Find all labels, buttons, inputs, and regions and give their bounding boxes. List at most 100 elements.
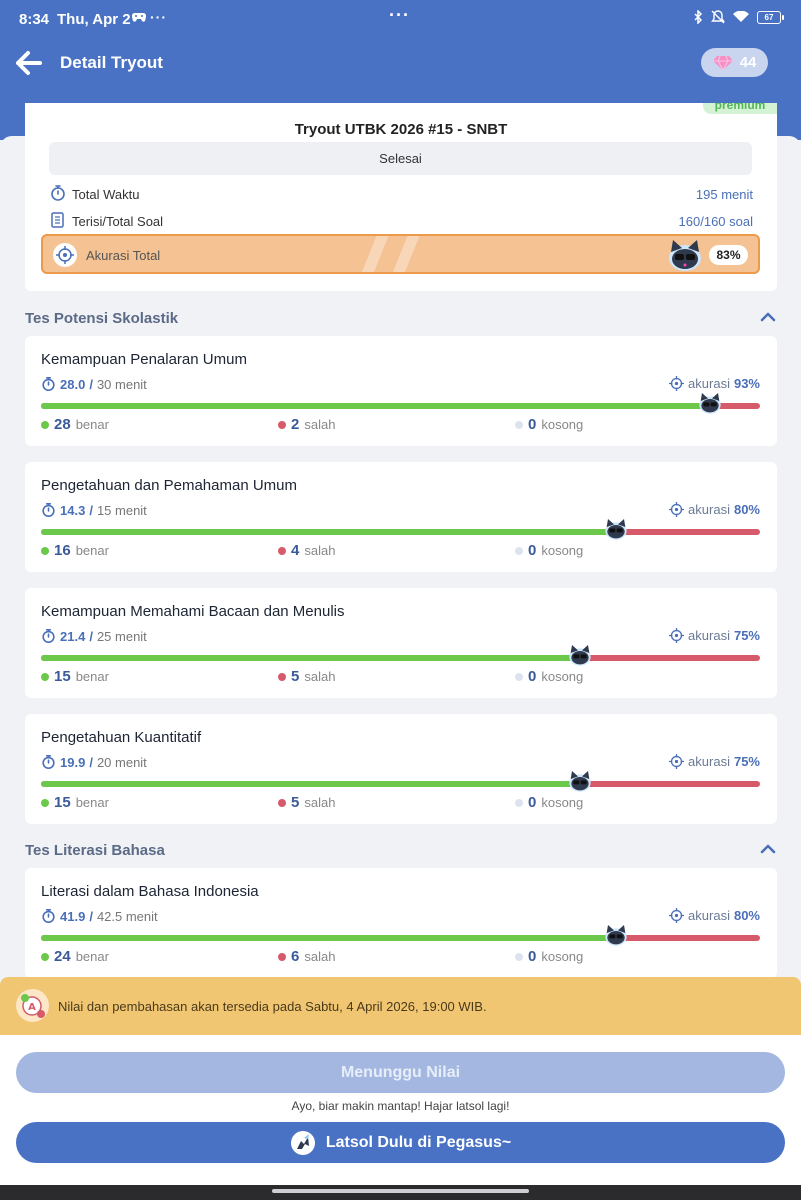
multitask-dots-icon[interactable]: ··· bbox=[389, 5, 410, 25]
question-count-row: Terisi/Total Soal 160/160 soal bbox=[50, 211, 753, 231]
wrong-label: salah bbox=[304, 417, 336, 432]
pegasus-icon bbox=[290, 1130, 315, 1155]
subject-time: 28.0/30 menit bbox=[41, 376, 147, 392]
time-used: 41.9 bbox=[60, 908, 86, 924]
time-max: 20 menit bbox=[96, 754, 147, 770]
tryout-summary-card: premium Tryout UTBK 2026 #15 - SNBT Sele… bbox=[25, 103, 777, 291]
subject-card[interactable]: Kemampuan Memahami Bacaan dan Menulis 21.… bbox=[25, 588, 777, 698]
cat-mascot-icon bbox=[568, 643, 592, 667]
wrong-stat: 2 salah bbox=[278, 416, 335, 433]
wrong-label: salah bbox=[304, 795, 336, 810]
wrong-label: salah bbox=[304, 543, 336, 558]
premium-badge: premium bbox=[703, 103, 777, 114]
subject-accuracy: akurasi 93% bbox=[669, 376, 760, 391]
accuracy-progress-bar bbox=[41, 393, 760, 414]
total-time-row: Total Waktu 195 menit bbox=[50, 184, 753, 204]
section-header-literasi[interactable]: Tes Literasi Bahasa bbox=[25, 840, 777, 860]
subject-name: Pengetahuan dan Pemahaman Umum bbox=[41, 477, 297, 494]
correct-stat: 28 benar bbox=[41, 416, 109, 433]
empty-stat: 0 kosong bbox=[515, 948, 583, 965]
practice-hint: Ayo, biar makin mantap! Hajar latsol lag… bbox=[291, 1099, 510, 1113]
notification-icons: ··· bbox=[132, 9, 167, 25]
correct-count: 15 bbox=[54, 668, 71, 685]
waiting-score-button[interactable]: Menunggu Nilai bbox=[16, 1052, 785, 1093]
subject-card[interactable]: Literasi dalam Bahasa Indonesia 41.9/42.5… bbox=[25, 868, 777, 978]
back-button[interactable] bbox=[14, 48, 44, 78]
subject-card[interactable]: Pengetahuan Kuantitatif 19.9/20 menit akur… bbox=[25, 714, 777, 824]
subject-time: 41.9/42.5 menit bbox=[41, 908, 158, 924]
wrong-stat: 4 salah bbox=[278, 542, 335, 559]
subject-time: 21.4/25 menit bbox=[41, 628, 147, 644]
subject-card[interactable]: Pengetahuan dan Pemahaman Umum 14.3/15 me… bbox=[25, 462, 777, 572]
correct-label: benar bbox=[75, 669, 109, 684]
stopwatch-icon bbox=[51, 185, 65, 201]
empty-label: kosong bbox=[541, 669, 584, 684]
time-max: 15 menit bbox=[96, 502, 147, 518]
correct-label: benar bbox=[75, 417, 109, 432]
accuracy-label: akurasi bbox=[688, 628, 730, 643]
correct-count: 16 bbox=[54, 542, 71, 559]
score-notice-text: Nilai dan pembahasan akan tersedia pada … bbox=[58, 999, 487, 1014]
more-notifications-icon: ··· bbox=[150, 9, 167, 25]
diamond-icon bbox=[712, 55, 733, 71]
total-time-label: Total Waktu bbox=[72, 187, 140, 202]
empty-stat: 0 kosong bbox=[515, 668, 583, 685]
wrong-label: salah bbox=[304, 669, 336, 684]
section-header-tps[interactable]: Tes Potensi Skolastik bbox=[25, 308, 777, 328]
cat-mascot-icon bbox=[698, 391, 722, 415]
practice-pegasus-button[interactable]: Latsol Dulu di Pegasus~ bbox=[16, 1122, 785, 1163]
total-accuracy-label: Akurasi Total bbox=[86, 248, 161, 263]
bar-stripe-decoration bbox=[388, 236, 422, 272]
stopwatch-icon bbox=[42, 376, 55, 392]
subject-name: Kemampuan Penalaran Umum bbox=[41, 351, 247, 368]
question-count-value: 160/160 soal bbox=[678, 214, 753, 229]
correct-stat: 15 benar bbox=[41, 794, 109, 811]
wifi-icon bbox=[733, 11, 749, 22]
subject-time: 19.9/20 menit bbox=[41, 754, 147, 770]
correct-fill bbox=[41, 781, 580, 787]
target-icon bbox=[669, 502, 685, 517]
stopwatch-icon bbox=[42, 754, 55, 770]
page-title: Detail Tryout bbox=[60, 53, 163, 72]
system-icons: 67 bbox=[693, 10, 784, 24]
practice-pegasus-label: Latsol Dulu di Pegasus~ bbox=[325, 1133, 512, 1151]
accuracy-progress-bar bbox=[41, 771, 760, 792]
time-used: 19.9 bbox=[60, 754, 86, 770]
wrong-count: 4 bbox=[291, 542, 300, 559]
wrong-count: 6 bbox=[291, 948, 300, 965]
chevron-up-icon bbox=[760, 844, 776, 854]
gem-balance-button[interactable]: 44 bbox=[701, 48, 768, 77]
time-used: 28.0 bbox=[60, 376, 86, 392]
status-date: Thu, Apr 2 bbox=[57, 11, 131, 28]
correct-label: benar bbox=[75, 949, 109, 964]
empty-stat: 0 kosong bbox=[515, 416, 583, 433]
svg-text:A: A bbox=[28, 1002, 36, 1013]
correct-label: benar bbox=[75, 543, 109, 558]
accuracy-progress-bar bbox=[41, 925, 760, 946]
empty-label: kosong bbox=[541, 949, 584, 964]
cat-mascot-icon bbox=[604, 517, 628, 541]
score-notice-banner: A Nilai dan pembahasan akan tersedia pad… bbox=[0, 977, 801, 1035]
target-icon bbox=[669, 908, 685, 923]
accuracy-value: 75% bbox=[733, 754, 760, 769]
home-gesture-handle[interactable] bbox=[272, 1189, 529, 1193]
accuracy-value: 80% bbox=[733, 908, 760, 923]
accuracy-label: akurasi bbox=[688, 502, 730, 517]
correct-stat: 15 benar bbox=[41, 668, 109, 685]
document-list-icon bbox=[51, 212, 64, 228]
section-title: Tes Potensi Skolastik bbox=[25, 310, 179, 327]
wrong-stat: 6 salah bbox=[278, 948, 335, 965]
status-time: 8:34 bbox=[19, 11, 50, 28]
accuracy-value: 75% bbox=[733, 628, 760, 643]
chevron-up-icon bbox=[760, 312, 776, 322]
target-icon bbox=[669, 628, 685, 643]
cat-mascot-icon bbox=[604, 923, 628, 947]
tryout-title: Tryout UTBK 2026 #15 - SNBT bbox=[294, 121, 508, 138]
time-used: 14.3 bbox=[60, 502, 86, 518]
wrong-count: 5 bbox=[291, 794, 300, 811]
empty-stat: 0 kosong bbox=[515, 794, 583, 811]
subject-accuracy: akurasi 80% bbox=[669, 908, 760, 923]
subject-card[interactable]: Kemampuan Penalaran Umum 28.0/30 menit aku… bbox=[25, 336, 777, 446]
subject-accuracy: akurasi 75% bbox=[669, 628, 760, 643]
stopwatch-icon bbox=[42, 908, 55, 924]
